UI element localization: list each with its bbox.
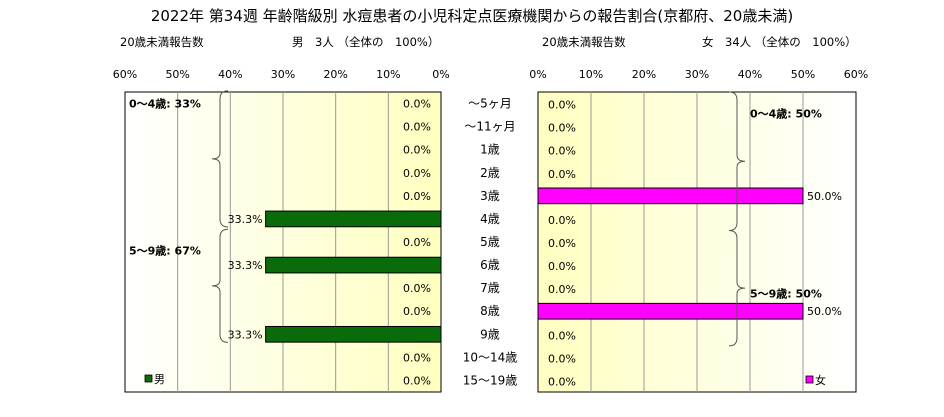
data-label-female: 0.0% <box>548 260 576 273</box>
data-label-female: 0.0% <box>548 352 576 365</box>
group-annotation-male: 5～9歳: 67% <box>129 244 201 258</box>
x-tick-label-left: 50% <box>165 68 189 81</box>
x-tick-label-right: 60% <box>844 68 868 81</box>
group-brace <box>211 90 229 228</box>
x-tick-label-right: 50% <box>791 68 815 81</box>
x-tick-label-left: 40% <box>218 68 242 81</box>
age-category-label: 3歳 <box>480 189 500 203</box>
chart-title: 2022年 第34週 年齢階級別 水痘患者の小児科定点医療機関からの報告割合(京… <box>151 7 793 25</box>
age-category-label: ～5ヶ月 <box>468 97 512 111</box>
x-tick-label-right: 20% <box>632 68 656 81</box>
data-label-female: 0.0% <box>548 375 576 388</box>
x-tick-label-right: 0% <box>529 68 546 81</box>
age-category-label: 4歳 <box>480 212 500 226</box>
data-label-female: 0.0% <box>548 168 576 181</box>
legend-swatch-female <box>805 375 814 384</box>
right-header-summary: 女 34人 （全体の 100%） <box>702 35 857 49</box>
data-label-female: 0.0% <box>548 283 576 296</box>
age-category-label: 2歳 <box>480 166 500 180</box>
data-label-male: 0.0% <box>403 236 431 249</box>
data-label-male: 0.0% <box>403 98 431 111</box>
x-tick-label-left: 60% <box>113 68 137 81</box>
x-tick-label-left: 20% <box>323 68 347 81</box>
x-tick-label-right: 30% <box>685 68 709 81</box>
data-label-male: 0.0% <box>403 190 431 203</box>
age-category-label: 7歳 <box>480 281 500 295</box>
data-labels: 0.0% 0.0% 0.0% 0.0% 0.0% 33.3% 0.0% 33.3% 0.0% 0.… <box>228 98 842 389</box>
category-labels: ～5ヶ月 ～11ヶ月 1歳 2歳 3歳 4歳 5歳 6歳 7歳 8歳 9歳 10～14歳 15～19歳 <box>463 97 518 388</box>
data-label-female: 0.0% <box>548 99 576 112</box>
age-category-label: 5歳 <box>480 235 500 249</box>
group-annotation-female: 5～9歳: 50% <box>750 286 822 300</box>
x-tick-label-right: 10% <box>579 68 603 81</box>
bar-male <box>265 325 442 343</box>
data-label-female: 50.0% <box>807 305 842 318</box>
group-annotation-male: 0～4歳: 33% <box>129 97 201 111</box>
left-header-label: 20歳未満報告数 <box>120 35 204 49</box>
data-label-male: 33.3% <box>228 213 263 226</box>
age-category-label: 1歳 <box>480 143 500 157</box>
data-label-female: 0.0% <box>548 145 576 158</box>
data-label-female: 0.0% <box>548 329 576 342</box>
data-label-male: 0.0% <box>403 351 431 364</box>
data-label-male: 0.0% <box>403 282 431 295</box>
legends: 男女 <box>144 373 826 387</box>
legend-label-female: 女 <box>815 373 826 387</box>
x-tick-label-right: 40% <box>738 68 762 81</box>
group-annotation-female: 0～4歳: 50% <box>750 106 822 120</box>
right-header-label: 20歳未満報告数 <box>542 35 626 49</box>
data-label-female: 0.0% <box>548 237 576 250</box>
data-label-male: 0.0% <box>403 121 431 134</box>
data-label-female: 0.0% <box>548 122 576 135</box>
age-category-label: 6歳 <box>480 258 500 272</box>
bar-male <box>265 210 442 228</box>
group-brace <box>728 229 746 347</box>
data-label-female: 50.0% <box>807 190 842 203</box>
data-label-female: 0.0% <box>548 214 576 227</box>
bar-female <box>537 187 804 205</box>
bar-male <box>265 256 442 274</box>
group-brace <box>211 228 229 343</box>
age-category-label: ～11ヶ月 <box>464 120 515 134</box>
x-tick-label-left: 10% <box>376 68 400 81</box>
group-brace <box>728 91 746 231</box>
data-label-male: 0.0% <box>403 374 431 387</box>
left-header-summary: 男 3人 （全体の 100%） <box>292 35 439 49</box>
axis-ticks: 60% 50% 40% 30% 20% 10% 0% 0% 10% 20% 30% 40% 50% 60% <box>113 68 868 81</box>
x-tick-label-left: 0% <box>432 68 449 81</box>
data-label-male: 0.0% <box>403 305 431 318</box>
age-category-label: 8歳 <box>480 304 500 318</box>
age-category-label: 9歳 <box>480 327 500 341</box>
x-tick-label-left: 30% <box>271 68 295 81</box>
data-label-male: 33.3% <box>228 328 263 341</box>
legend-label-male: 男 <box>154 373 165 386</box>
group-annotations: 0～4歳: 33% 5～9歳: 67% 0～4歳: 50% 5～9歳: 50% <box>129 90 822 347</box>
age-category-label: 15～19歳 <box>463 373 518 387</box>
legend-swatch-male <box>144 374 153 383</box>
data-label-male: 33.3% <box>228 259 263 272</box>
data-label-male: 0.0% <box>403 167 431 180</box>
bar-female <box>537 302 804 320</box>
data-label-male: 0.0% <box>403 144 431 157</box>
age-category-label: 10～14歳 <box>463 350 518 364</box>
